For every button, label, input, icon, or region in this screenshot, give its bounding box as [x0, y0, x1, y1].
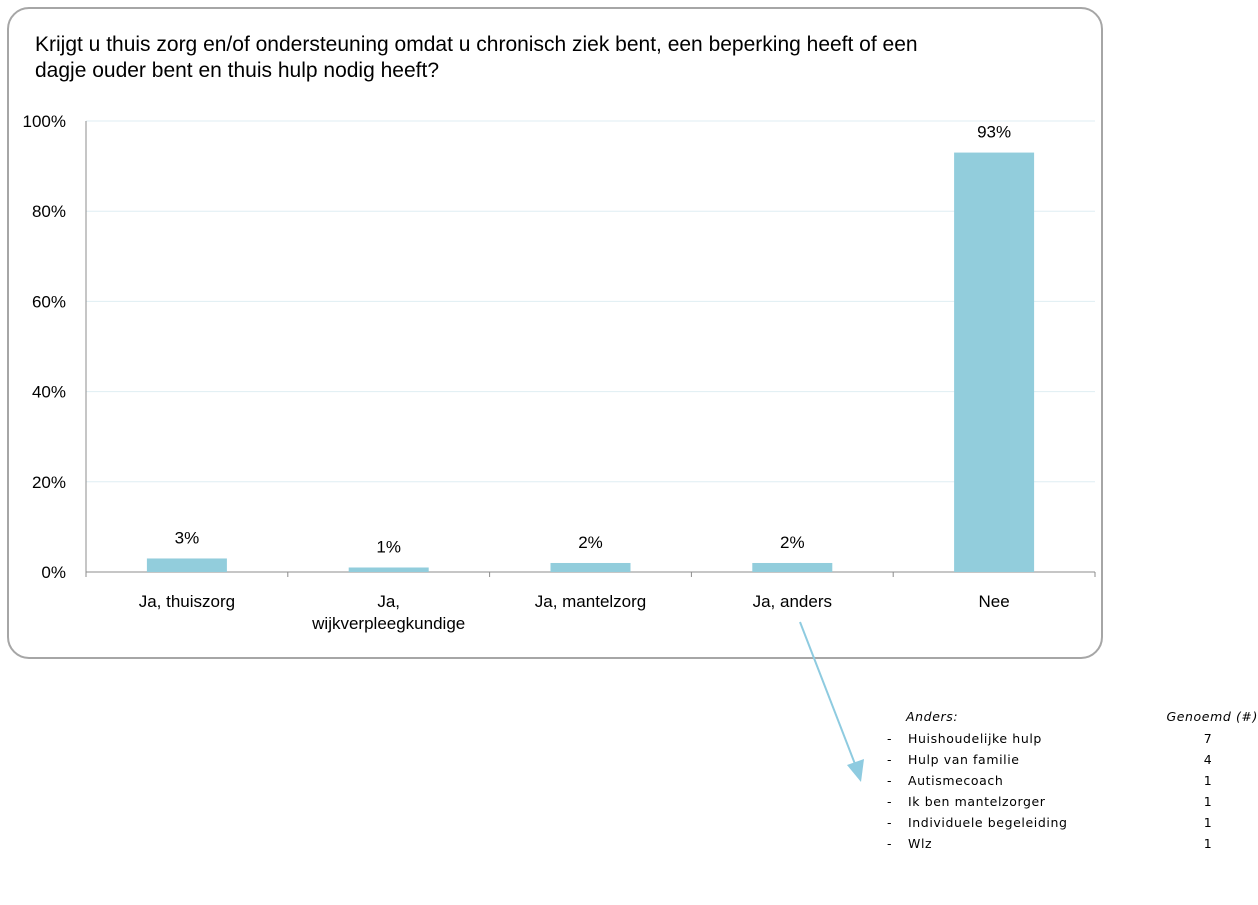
- bar: [550, 562, 631, 572]
- anders-item-label: Wlz: [908, 836, 933, 851]
- anders-row: - Hulp van familie 4: [884, 749, 1258, 770]
- anders-item-label: Huishoudelijke hulp: [908, 731, 1042, 746]
- anders-header-count: Genoemd (#): [1166, 709, 1258, 724]
- list-bullet: -: [887, 794, 893, 809]
- anders-item-count: 1: [1203, 836, 1213, 851]
- x-tick-label: Ja, thuiszorg: [139, 592, 235, 611]
- anders-row: - Individuele begeleiding 1: [884, 812, 1258, 833]
- y-tick-label: 40%: [32, 383, 66, 402]
- bar: [752, 562, 833, 572]
- anders-item-count: 7: [1203, 731, 1213, 746]
- anders-item-label: Ik ben mantelzorger: [908, 794, 1046, 809]
- y-tick-label: 60%: [32, 292, 66, 311]
- bar: [146, 558, 227, 572]
- anders-row: - Wlz 1: [884, 833, 1258, 854]
- anders-item-label: Hulp van familie: [908, 752, 1020, 767]
- anders-row: - Huishoudelijke hulp 7: [884, 728, 1258, 749]
- callout-arrowhead: [847, 759, 864, 782]
- bar: [954, 152, 1035, 572]
- y-tick-label: 80%: [32, 202, 66, 221]
- anders-item-label: Individuele begeleiding: [908, 815, 1068, 830]
- chart-title: Krijgt u thuis zorg en/of ondersteuning …: [35, 33, 918, 82]
- x-tick-label: wijkverpleegkundige: [311, 614, 465, 633]
- anders-item-count: 1: [1203, 773, 1213, 788]
- bar-chart: 0% 20% 40% 60% 80% 100% 3% Ja, thuiszorg 1% Ja, wi…: [23, 112, 1096, 633]
- anders-row: - Autismecoach 1: [884, 770, 1258, 791]
- list-bullet: -: [887, 752, 893, 767]
- x-tick-label: Ja,: [377, 592, 400, 611]
- anders-table: Anders: Genoemd (#) - Huishoudelijke hul…: [884, 706, 1258, 854]
- anders-item-count: 1: [1203, 815, 1213, 830]
- y-tick-label: 0%: [41, 563, 66, 582]
- y-tick-label: 100%: [23, 112, 66, 131]
- anders-item-count: 4: [1203, 752, 1213, 767]
- x-tick-label: Ja, anders: [753, 592, 832, 611]
- data-label: 2%: [578, 533, 603, 552]
- anders-header-label: Anders:: [906, 709, 959, 724]
- x-tick-label: Nee: [979, 592, 1010, 611]
- list-bullet: -: [887, 773, 893, 788]
- anders-row: - Ik ben mantelzorger 1: [884, 791, 1258, 812]
- list-bullet: -: [887, 731, 893, 746]
- chart-frame: [7, 7, 1103, 659]
- anders-item-label: Autismecoach: [908, 773, 1004, 788]
- anders-item-count: 1: [1203, 794, 1213, 809]
- list-bullet: -: [887, 815, 893, 830]
- list-bullet: -: [887, 836, 893, 851]
- data-label: 3%: [175, 528, 200, 547]
- anders-header: Anders: Genoemd (#): [884, 706, 1258, 728]
- data-label: 2%: [780, 533, 805, 552]
- data-label: 1%: [376, 537, 401, 556]
- y-tick-label: 20%: [32, 473, 66, 492]
- x-tick-label: Ja, mantelzorg: [535, 592, 647, 611]
- data-label: 93%: [977, 123, 1011, 142]
- bar: [348, 567, 429, 572]
